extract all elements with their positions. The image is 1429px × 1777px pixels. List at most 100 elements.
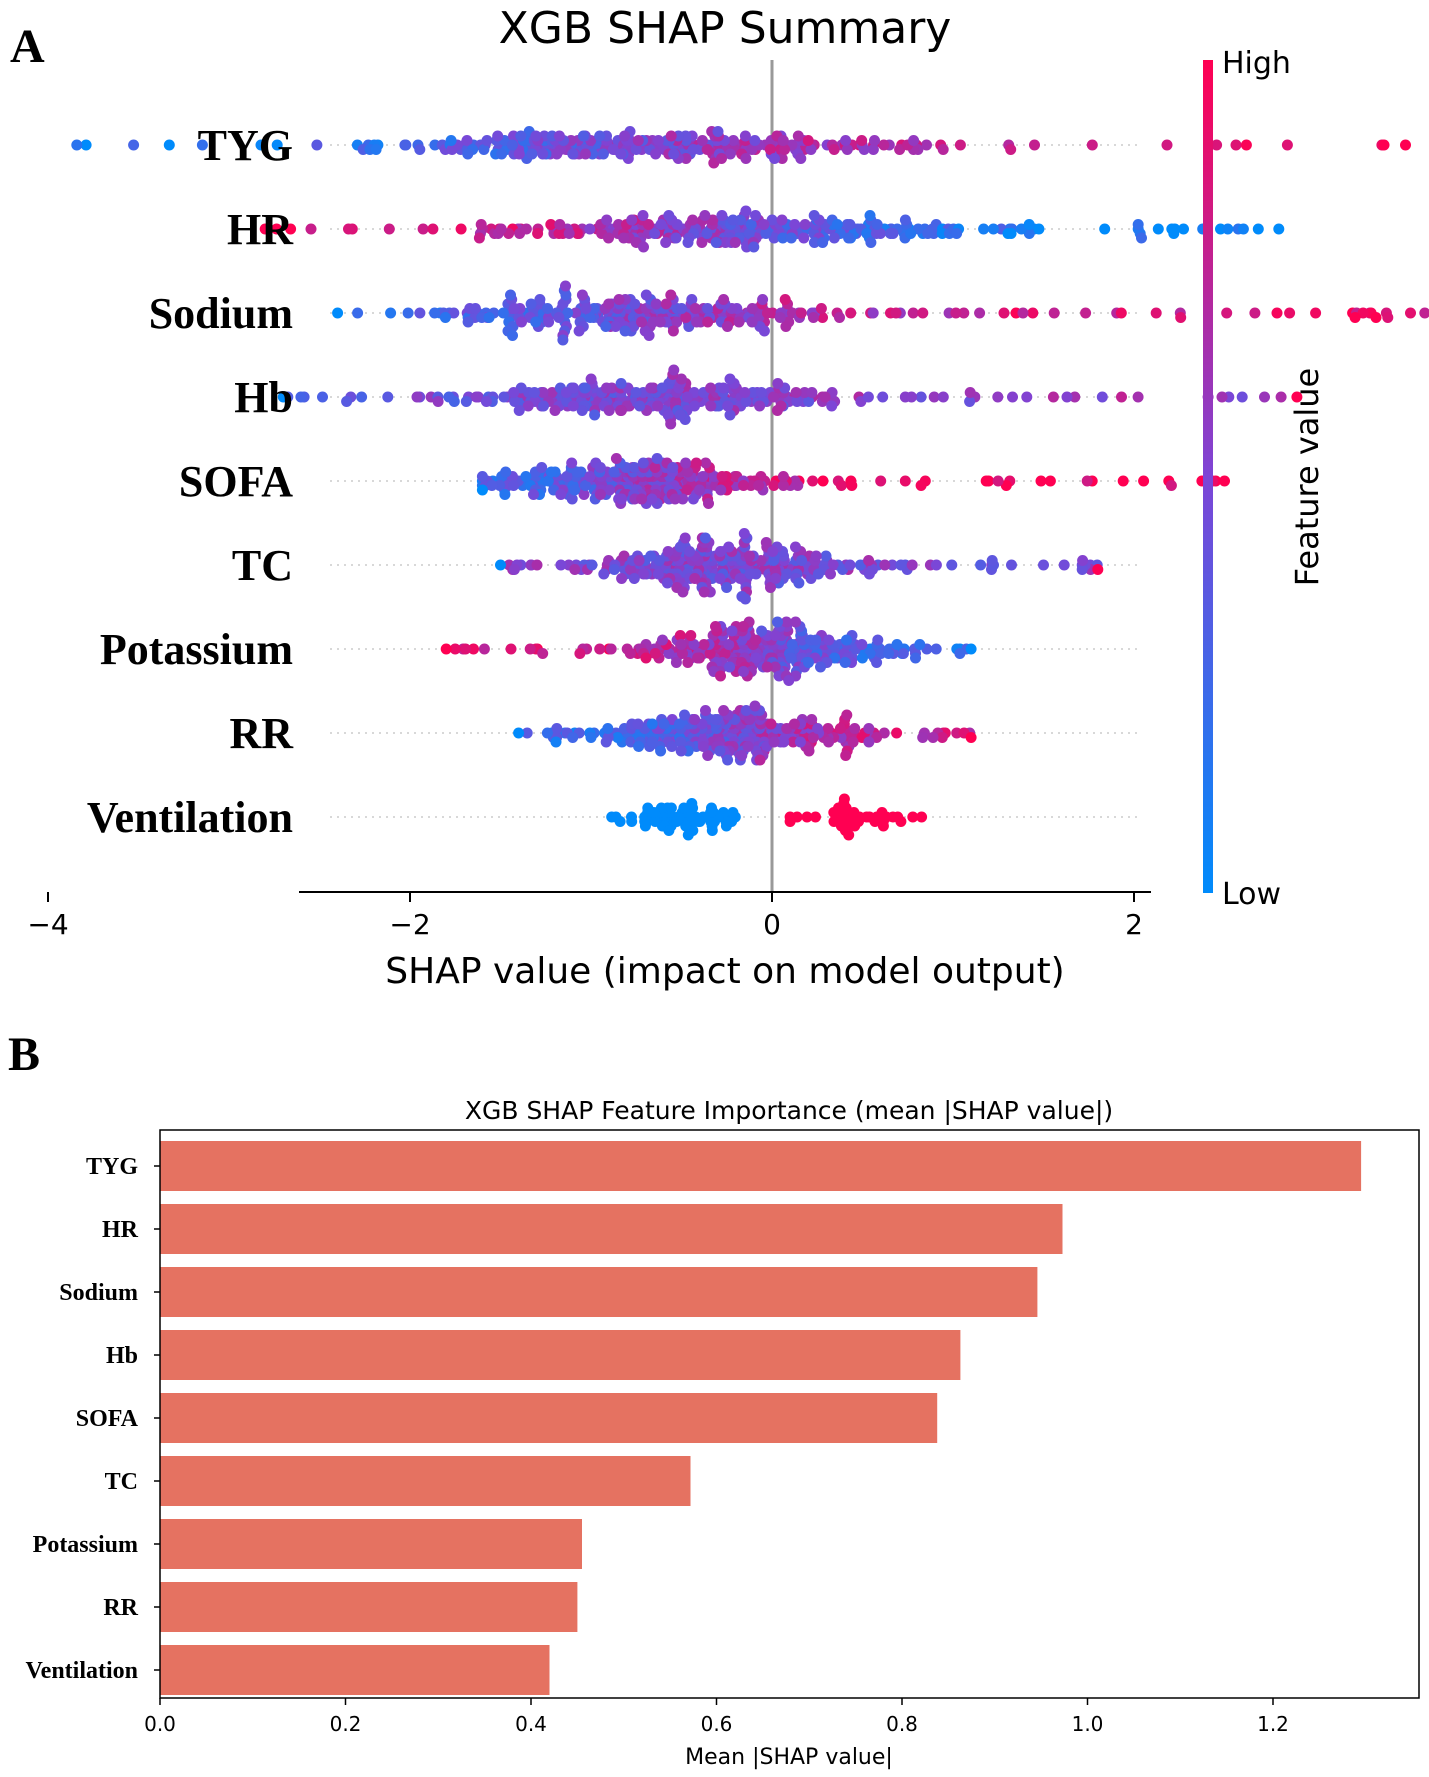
shap-point-tyg xyxy=(632,135,644,146)
shap-point-hb xyxy=(356,391,368,403)
x-tick-label-b: 1.2 xyxy=(1257,1712,1289,1736)
feature-labels-b: TYG HR Sodium Hb SOFA TC Potassium RR Ventilatio… xyxy=(26,1154,160,1684)
shap-point-rr xyxy=(807,732,819,743)
shap-point-sodium xyxy=(402,307,414,319)
shap-point-hb xyxy=(317,391,328,403)
shap-point-sodium xyxy=(950,307,962,319)
shap-point-tyg xyxy=(724,148,736,160)
shap-point-potassium xyxy=(954,648,966,659)
shap-point-rr xyxy=(722,754,734,766)
shap-point-tyg xyxy=(196,139,208,151)
shap-point-sodium xyxy=(757,294,769,305)
shap-point-hb xyxy=(432,396,444,407)
shap-point-ventilation xyxy=(835,820,847,832)
shap-point-hr xyxy=(1222,223,1234,235)
shap-summary-title: XGB SHAP Summary xyxy=(499,3,952,54)
shap-point-sofa xyxy=(520,471,532,482)
shap-point-hb xyxy=(665,418,677,430)
shap-point-tyg xyxy=(478,144,490,155)
shap-point-hb xyxy=(652,400,664,412)
shap-point-hb xyxy=(498,391,510,403)
shap-point-hb xyxy=(1216,391,1228,403)
shap-point-potassium xyxy=(810,634,822,646)
x-axis-label-a: SHAP value (impact on model output) xyxy=(385,951,1064,992)
shap-point-sodium xyxy=(998,307,1010,319)
shap-point-potassium xyxy=(769,630,781,641)
shap-point-sodium xyxy=(795,307,807,319)
shap-point-sofa xyxy=(846,480,858,491)
shap-point-hb xyxy=(567,400,579,412)
shap-point-sofa xyxy=(1081,475,1093,487)
shap-point-rr xyxy=(567,732,579,743)
shap-point-sodium xyxy=(573,325,585,337)
shap-point-sodium xyxy=(660,298,672,310)
shap-point-ventilation xyxy=(810,811,821,823)
plot-frame-b xyxy=(159,1129,1420,1699)
shap-point-tc xyxy=(555,559,567,571)
shap-point-potassium xyxy=(649,648,661,659)
shap-point-sodium xyxy=(584,312,596,323)
shap-point-sofa xyxy=(716,471,728,482)
shap-point-sodium xyxy=(1048,307,1060,319)
shap-point-hr xyxy=(618,232,630,244)
x-ticks-b: 0.0 0.2 0.4 0.6 0.8 1.0 1.2 xyxy=(144,1698,1289,1736)
feature-label-ventilation: Ventilation xyxy=(87,793,293,842)
shap-point-sodium xyxy=(1080,307,1092,319)
shap-point-sofa xyxy=(875,475,887,487)
shap-point-tyg xyxy=(712,126,724,137)
shap-point-hb xyxy=(772,378,784,389)
shap-point-sodium xyxy=(780,321,792,332)
shap-point-sodium xyxy=(746,316,758,328)
shap-point-rr xyxy=(632,718,644,730)
shap-point-hb xyxy=(1132,391,1144,403)
shap-point-tc xyxy=(739,593,751,605)
shap-point-sofa xyxy=(915,480,927,491)
feature-label-hb: Hb xyxy=(234,373,293,422)
shap-point-ventilation xyxy=(843,829,855,841)
shap-point-sofa xyxy=(566,493,578,505)
shap-point-potassium xyxy=(790,616,802,628)
shap-point-hr xyxy=(1273,223,1285,235)
shap-point-hb xyxy=(295,391,307,403)
shap-point-tc xyxy=(767,546,779,557)
shap-point-hr xyxy=(758,219,770,230)
shap-point-hr xyxy=(305,223,317,235)
shap-point-hr xyxy=(563,228,575,239)
shap-point-tyg xyxy=(481,135,493,146)
shap-point-potassium xyxy=(914,639,926,650)
shap-point-potassium xyxy=(856,639,868,650)
shap-point-sodium xyxy=(665,289,677,301)
shap-point-hb xyxy=(937,391,949,403)
shap-point-hb xyxy=(681,391,693,403)
shap-point-potassium xyxy=(460,643,471,655)
shap-point-tyg xyxy=(255,139,267,151)
shap-point-rr xyxy=(702,750,714,761)
shap-point-tc xyxy=(1076,564,1088,575)
shap-point-potassium xyxy=(674,630,686,641)
feature-label-tc: TC xyxy=(232,541,293,590)
shap-point-sodium xyxy=(1175,312,1187,323)
shap-point-sofa xyxy=(687,493,699,505)
shap-point-rr xyxy=(841,709,853,721)
shap-point-hb xyxy=(546,387,558,398)
shap-point-ventilation xyxy=(626,816,638,827)
shap-point-sodium xyxy=(636,316,647,328)
bar-hr xyxy=(160,1204,1063,1254)
shap-point-sodium xyxy=(414,307,426,319)
shap-point-rr xyxy=(840,750,852,761)
shap-point-tyg xyxy=(776,153,788,164)
shap-point-hr xyxy=(1237,223,1249,235)
shap-point-hr xyxy=(987,223,999,235)
shap-point-rr xyxy=(742,741,754,752)
shap-point-potassium xyxy=(910,652,921,664)
shap-point-hb xyxy=(675,373,687,385)
x-tick-label-a: 0 xyxy=(763,908,781,941)
shap-point-sofa xyxy=(992,475,1004,487)
shap-point-tc xyxy=(508,564,520,575)
shap-point-tc xyxy=(930,559,942,571)
shap-point-tc xyxy=(760,537,772,548)
shap-point-sofa xyxy=(1219,475,1230,487)
shap-point-sofa xyxy=(508,480,520,491)
shap-point-tyg xyxy=(701,144,713,155)
shap-point-hr xyxy=(785,232,797,244)
